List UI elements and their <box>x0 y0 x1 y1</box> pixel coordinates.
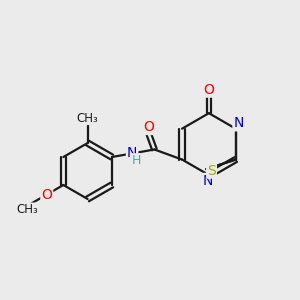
Text: O: O <box>143 120 154 134</box>
Text: CH₃: CH₃ <box>77 112 98 124</box>
Text: O: O <box>41 188 52 202</box>
Text: CH₃: CH₃ <box>16 203 38 216</box>
Text: N: N <box>127 146 137 160</box>
Text: N: N <box>233 116 244 130</box>
Text: N: N <box>202 174 213 188</box>
Text: S: S <box>207 164 216 178</box>
Text: H: H <box>131 154 141 167</box>
Text: O: O <box>203 82 214 97</box>
